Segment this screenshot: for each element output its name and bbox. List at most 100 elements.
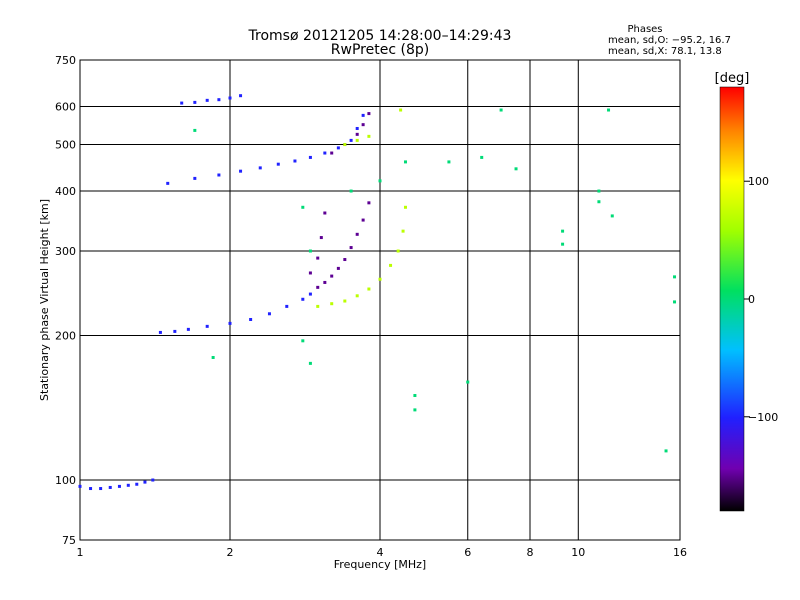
data-point: [308, 249, 312, 253]
data-point: [267, 312, 271, 316]
data-point: [367, 287, 371, 291]
data-point: [378, 179, 382, 183]
data-point: [349, 138, 353, 142]
data-point: [349, 246, 353, 250]
y-tick-label: 400: [55, 185, 76, 198]
data-point: [466, 380, 470, 384]
x-tick-label: 1: [77, 546, 84, 559]
y-ticks: 75 100 200 300 400 500 600 750: [55, 54, 76, 547]
data-point: [330, 302, 334, 306]
data-point: [330, 151, 334, 155]
x-tick-label: 2: [227, 546, 234, 559]
y-tick-label: 750: [55, 54, 76, 67]
data-point: [343, 143, 347, 147]
data-point: [217, 98, 221, 102]
data-point: [308, 292, 312, 296]
data-points: [78, 94, 677, 491]
data-point: [99, 487, 103, 491]
phases-legend-heading: Phases: [627, 24, 662, 35]
data-point: [205, 324, 209, 328]
data-point: [108, 485, 112, 489]
data-point: [143, 480, 147, 484]
x-tick-label: 10: [571, 546, 585, 559]
data-point: [607, 108, 611, 112]
phases-legend-x: mean, sd,X: 78.1, 13.8: [608, 46, 722, 57]
data-point: [193, 176, 197, 180]
data-point: [180, 101, 184, 105]
data-point: [336, 266, 340, 270]
phases-legend-o: mean, sd,O: −95.2, 16.7: [608, 35, 731, 46]
data-point: [276, 162, 280, 166]
colorbar-tick-label: −100: [748, 411, 778, 424]
x-axis-title: Frequency [MHz]: [334, 558, 426, 571]
data-point: [349, 189, 353, 193]
grid-lines: [80, 60, 680, 540]
data-point: [151, 478, 155, 482]
colorbar-tick-label: 100: [748, 175, 769, 188]
data-point: [239, 169, 243, 173]
data-point: [673, 300, 677, 304]
chart-title: Tromsø 20121205 14:28:00–14:29:43: [248, 28, 512, 44]
data-point: [399, 108, 403, 112]
data-point: [316, 285, 320, 289]
data-point: [378, 277, 382, 281]
data-point: [355, 294, 359, 298]
data-point: [319, 236, 323, 240]
data-point: [308, 155, 312, 159]
data-point: [664, 449, 668, 453]
colorbar-label: [deg]: [715, 71, 750, 86]
data-point: [173, 329, 177, 333]
data-point: [413, 408, 417, 412]
data-point: [239, 94, 243, 98]
data-point: [308, 271, 312, 275]
y-tick-label: 600: [55, 101, 76, 114]
data-point: [293, 159, 297, 163]
data-point: [285, 304, 289, 308]
data-point: [401, 229, 405, 233]
colorbar-tick-label: 0: [748, 293, 755, 306]
data-point: [158, 330, 162, 334]
data-point: [330, 274, 334, 278]
colorbar-ticks: 100 0 −100: [744, 175, 778, 424]
data-point: [355, 126, 359, 130]
data-point: [211, 355, 215, 359]
data-point: [228, 96, 232, 100]
data-point: [361, 218, 365, 222]
data-point: [258, 166, 262, 170]
data-point: [316, 256, 320, 260]
data-point: [316, 304, 320, 308]
data-point: [355, 232, 359, 236]
data-point: [323, 211, 327, 215]
y-tick-label: 300: [55, 245, 76, 258]
y-tick-label: 500: [55, 139, 76, 152]
data-point: [597, 189, 601, 193]
data-point: [367, 112, 371, 116]
data-point: [361, 123, 365, 127]
data-point: [228, 321, 232, 325]
data-point: [447, 160, 451, 164]
data-point: [78, 484, 82, 488]
data-point: [323, 151, 327, 155]
data-point: [336, 146, 340, 150]
data-point: [355, 132, 359, 136]
x-tick-label: 16: [673, 546, 687, 559]
data-point: [166, 181, 170, 185]
data-point: [597, 200, 601, 204]
data-point: [89, 487, 93, 491]
data-point: [413, 394, 417, 398]
data-point: [673, 275, 677, 279]
data-point: [301, 205, 305, 209]
data-point: [343, 299, 347, 303]
y-tick-label: 75: [62, 534, 76, 547]
data-point: [249, 317, 253, 321]
data-point: [323, 280, 327, 284]
data-point: [126, 483, 130, 487]
data-point: [343, 258, 347, 262]
data-point: [499, 108, 503, 112]
x-tick-label: 4: [377, 546, 384, 559]
data-point: [301, 297, 305, 301]
data-point: [193, 128, 197, 132]
data-point: [135, 482, 139, 486]
data-point: [396, 249, 400, 253]
data-point: [186, 327, 190, 331]
